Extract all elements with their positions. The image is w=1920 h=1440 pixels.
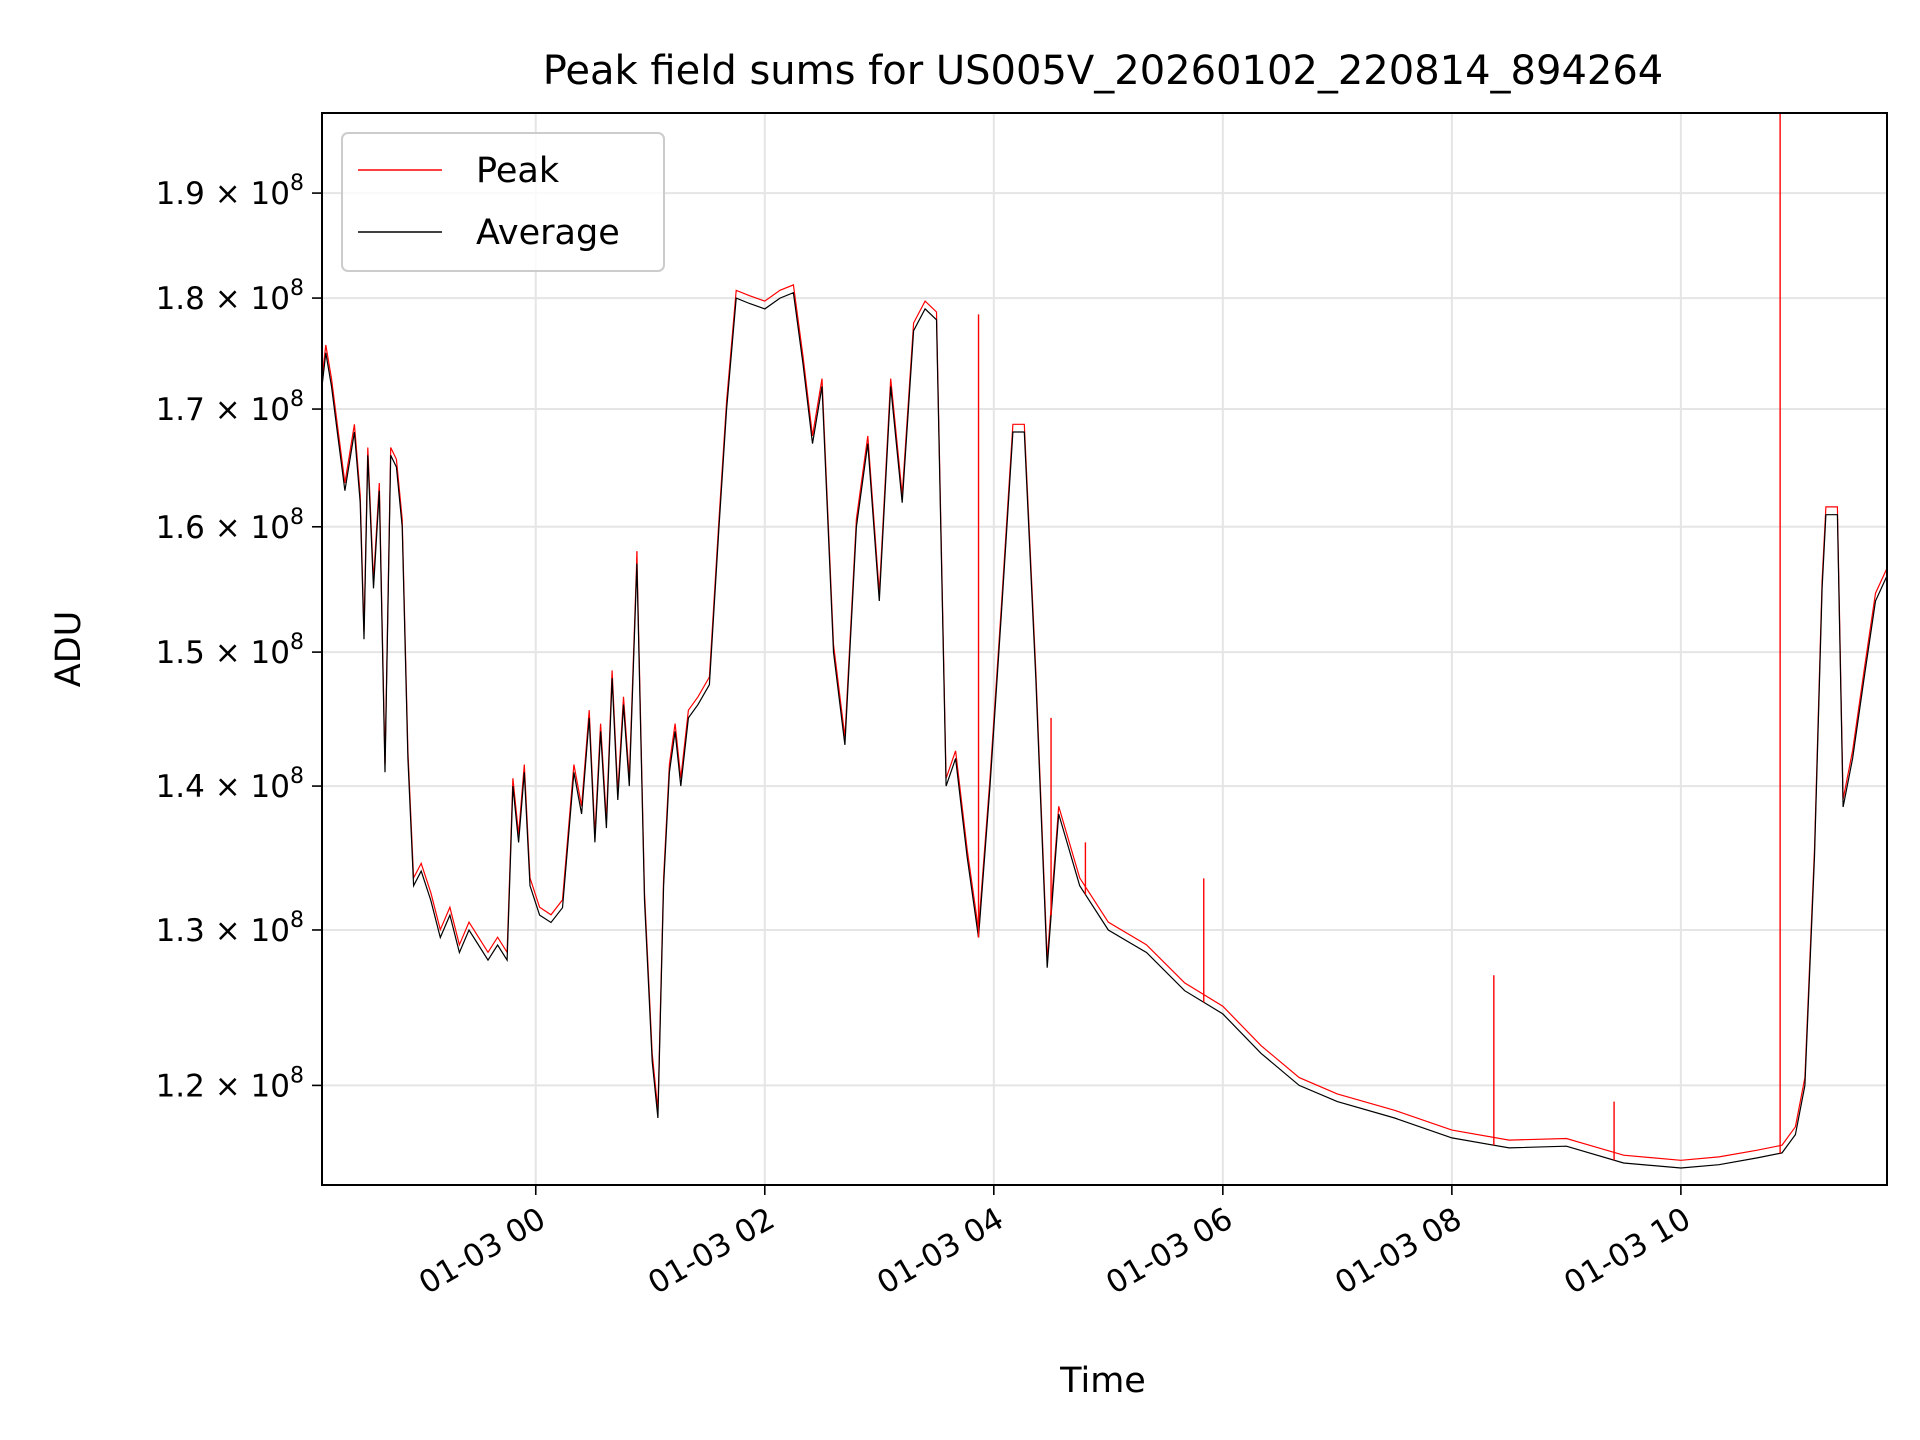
y-tick-label: 1.2 × 108: [156, 1063, 304, 1104]
plot-frame: [321, 112, 1888, 1186]
peak-spikes: [636, 113, 1781, 1161]
y-tick-label: 1.9 × 108: [156, 171, 304, 212]
y-axis-ticks: 1.2 × 108 1.3 × 108 1.4 × 108 1.5 × 108 1.6 …: [156, 171, 322, 1104]
chart-title: Peak field sums for US005V_20260102_2208…: [543, 48, 1664, 94]
y-tick-label: 1.8 × 108: [156, 276, 304, 317]
y-tick-label: 1.7 × 108: [156, 387, 304, 428]
x-axis-label: Time: [1059, 1361, 1146, 1401]
y-axis-label: ADU: [49, 611, 89, 688]
y-tick-label: 1.5 × 108: [156, 630, 304, 671]
legend-box: [341, 132, 665, 272]
series-line-average: [321, 291, 1888, 1169]
y-tick-label: 1.4 × 108: [156, 764, 304, 805]
y-tick-label: 1.6 × 108: [156, 505, 304, 546]
series-lines: [321, 113, 1888, 1169]
y-tick-label: 1.3 × 108: [156, 908, 304, 949]
legend: Peak Average: [341, 132, 665, 272]
legend-label-peak: Peak: [476, 151, 560, 191]
series-line-peak: [321, 284, 1888, 1161]
legend-label-average: Average: [476, 213, 620, 253]
